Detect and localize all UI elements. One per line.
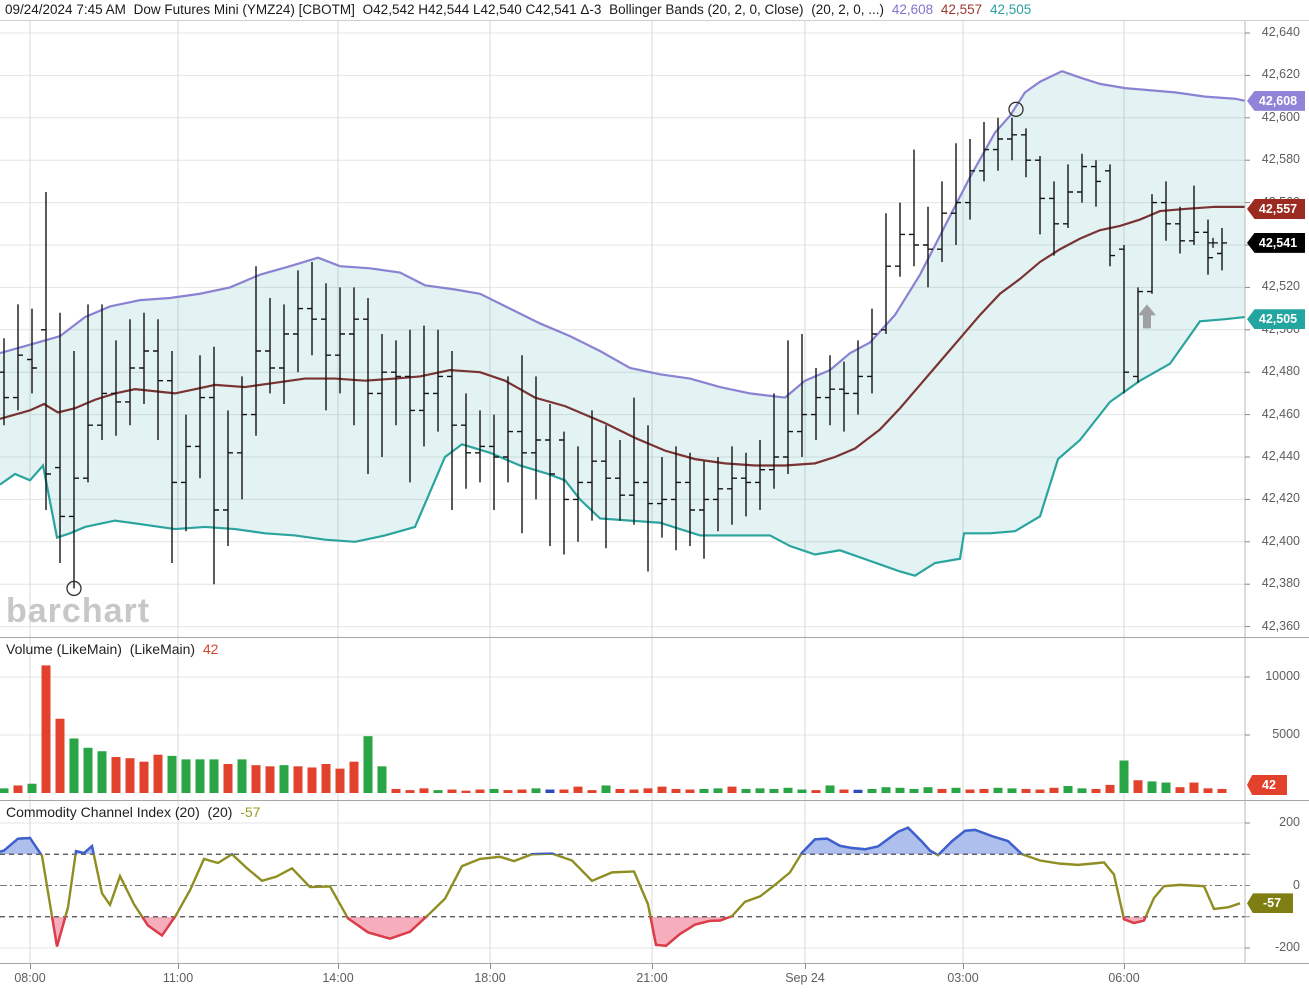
time-axis-label: 14:00	[322, 971, 354, 985]
price-axis-label: 42,600	[1261, 109, 1300, 124]
time-axis-label: 03:00	[947, 971, 979, 985]
header-study-params[interactable]: (20, 2, 0, ...)	[811, 2, 885, 17]
cci-panel-title[interactable]: Commodity Channel Index (20) (20) -57	[6, 804, 260, 820]
time-axis-tick	[178, 963, 179, 969]
chart-header: 09/24/2024 7:45 AM Dow Futures Mini (YMZ…	[0, 0, 1309, 20]
cci-last-value: -57	[240, 804, 261, 820]
cci-title-params[interactable]: (20)	[207, 804, 233, 820]
price-axis-label: 42,640	[1261, 25, 1300, 39]
price-axis-label: 42,380	[1261, 576, 1300, 591]
header-bb-lower-value: 42,505	[989, 2, 1032, 17]
volume-axis-label: 10000	[1265, 669, 1300, 683]
time-axis-tick	[1124, 963, 1125, 969]
price-badge-42505: 42,505	[1247, 309, 1305, 330]
price-axis-label: 42,480	[1261, 364, 1300, 379]
time-axis-tick	[338, 963, 339, 969]
volume-badge: 42	[1247, 775, 1287, 795]
volume-panel-title[interactable]: Volume (LikeMain) (LikeMain) 42	[6, 641, 218, 657]
cci-badge: -57	[1247, 893, 1293, 914]
header-symbol: Dow Futures Mini (YMZ24) [CBOTM]	[133, 2, 355, 17]
volume-title-text[interactable]: Volume (LikeMain)	[6, 641, 122, 657]
barchart-logo: barchart	[6, 592, 151, 630]
time-axis-tick	[30, 963, 31, 969]
volume-title-params[interactable]: (LikeMain)	[129, 641, 196, 657]
time-axis-label: 06:00	[1108, 971, 1140, 985]
time-axis-label: 08:00	[14, 971, 46, 985]
price-axis-label: 42,360	[1261, 618, 1300, 633]
header-study-label[interactable]: Bollinger Bands (20, 2, 0, Close)	[609, 2, 804, 17]
cci-chart[interactable]	[0, 800, 1309, 963]
header-divider	[0, 20, 1309, 21]
cci-axis-label: -200	[1274, 940, 1300, 954]
price-axis-label: 42,440	[1261, 449, 1300, 463]
price-axis-label: 42,420	[1261, 491, 1300, 506]
time-axis-tick	[963, 963, 964, 969]
time-axis-label: 11:00	[162, 971, 194, 985]
time-axis-tick	[805, 963, 806, 969]
panel-divider-cci[interactable]	[0, 800, 1309, 801]
header-ohlc-values: O42,542 H42,544 L42,540 C42,541 Δ-3	[362, 2, 602, 17]
time-axis-label: 21:00	[636, 971, 668, 985]
header-bb-upper-value: 42,608	[891, 2, 934, 17]
cci-axis-label: 200	[1279, 815, 1300, 829]
main-price-chart[interactable]	[0, 20, 1309, 637]
price-axis-label: 42,520	[1261, 279, 1300, 294]
header-datetime: 09/24/2024 7:45 AM	[5, 2, 126, 17]
time-axis-label: 18:00	[474, 971, 506, 985]
time-axis-label: Sep 24	[785, 971, 825, 985]
price-badge-42557: 42,557	[1247, 198, 1305, 219]
panel-divider-volume[interactable]	[0, 637, 1309, 638]
volume-last-value: 42	[202, 641, 219, 657]
time-axis-tick	[490, 963, 491, 969]
volume-chart[interactable]	[0, 637, 1309, 800]
cci-axis-label: 0	[1293, 877, 1300, 892]
price-axis-label: 42,620	[1261, 67, 1300, 82]
price-badge-42608: 42,608	[1247, 90, 1305, 111]
time-axis-tick	[652, 963, 653, 969]
volume-axis-label: 5000	[1272, 727, 1300, 741]
cci-title-text[interactable]: Commodity Channel Index (20)	[6, 804, 200, 820]
price-axis-label: 42,460	[1261, 406, 1300, 421]
price-axis-label: 42,580	[1261, 152, 1300, 167]
header-bb-middle-value: 42,557	[940, 2, 983, 17]
price-axis-label: 42,400	[1261, 533, 1300, 548]
time-axis-line	[0, 963, 1309, 964]
price-badge-42541: 42,541	[1247, 232, 1305, 253]
